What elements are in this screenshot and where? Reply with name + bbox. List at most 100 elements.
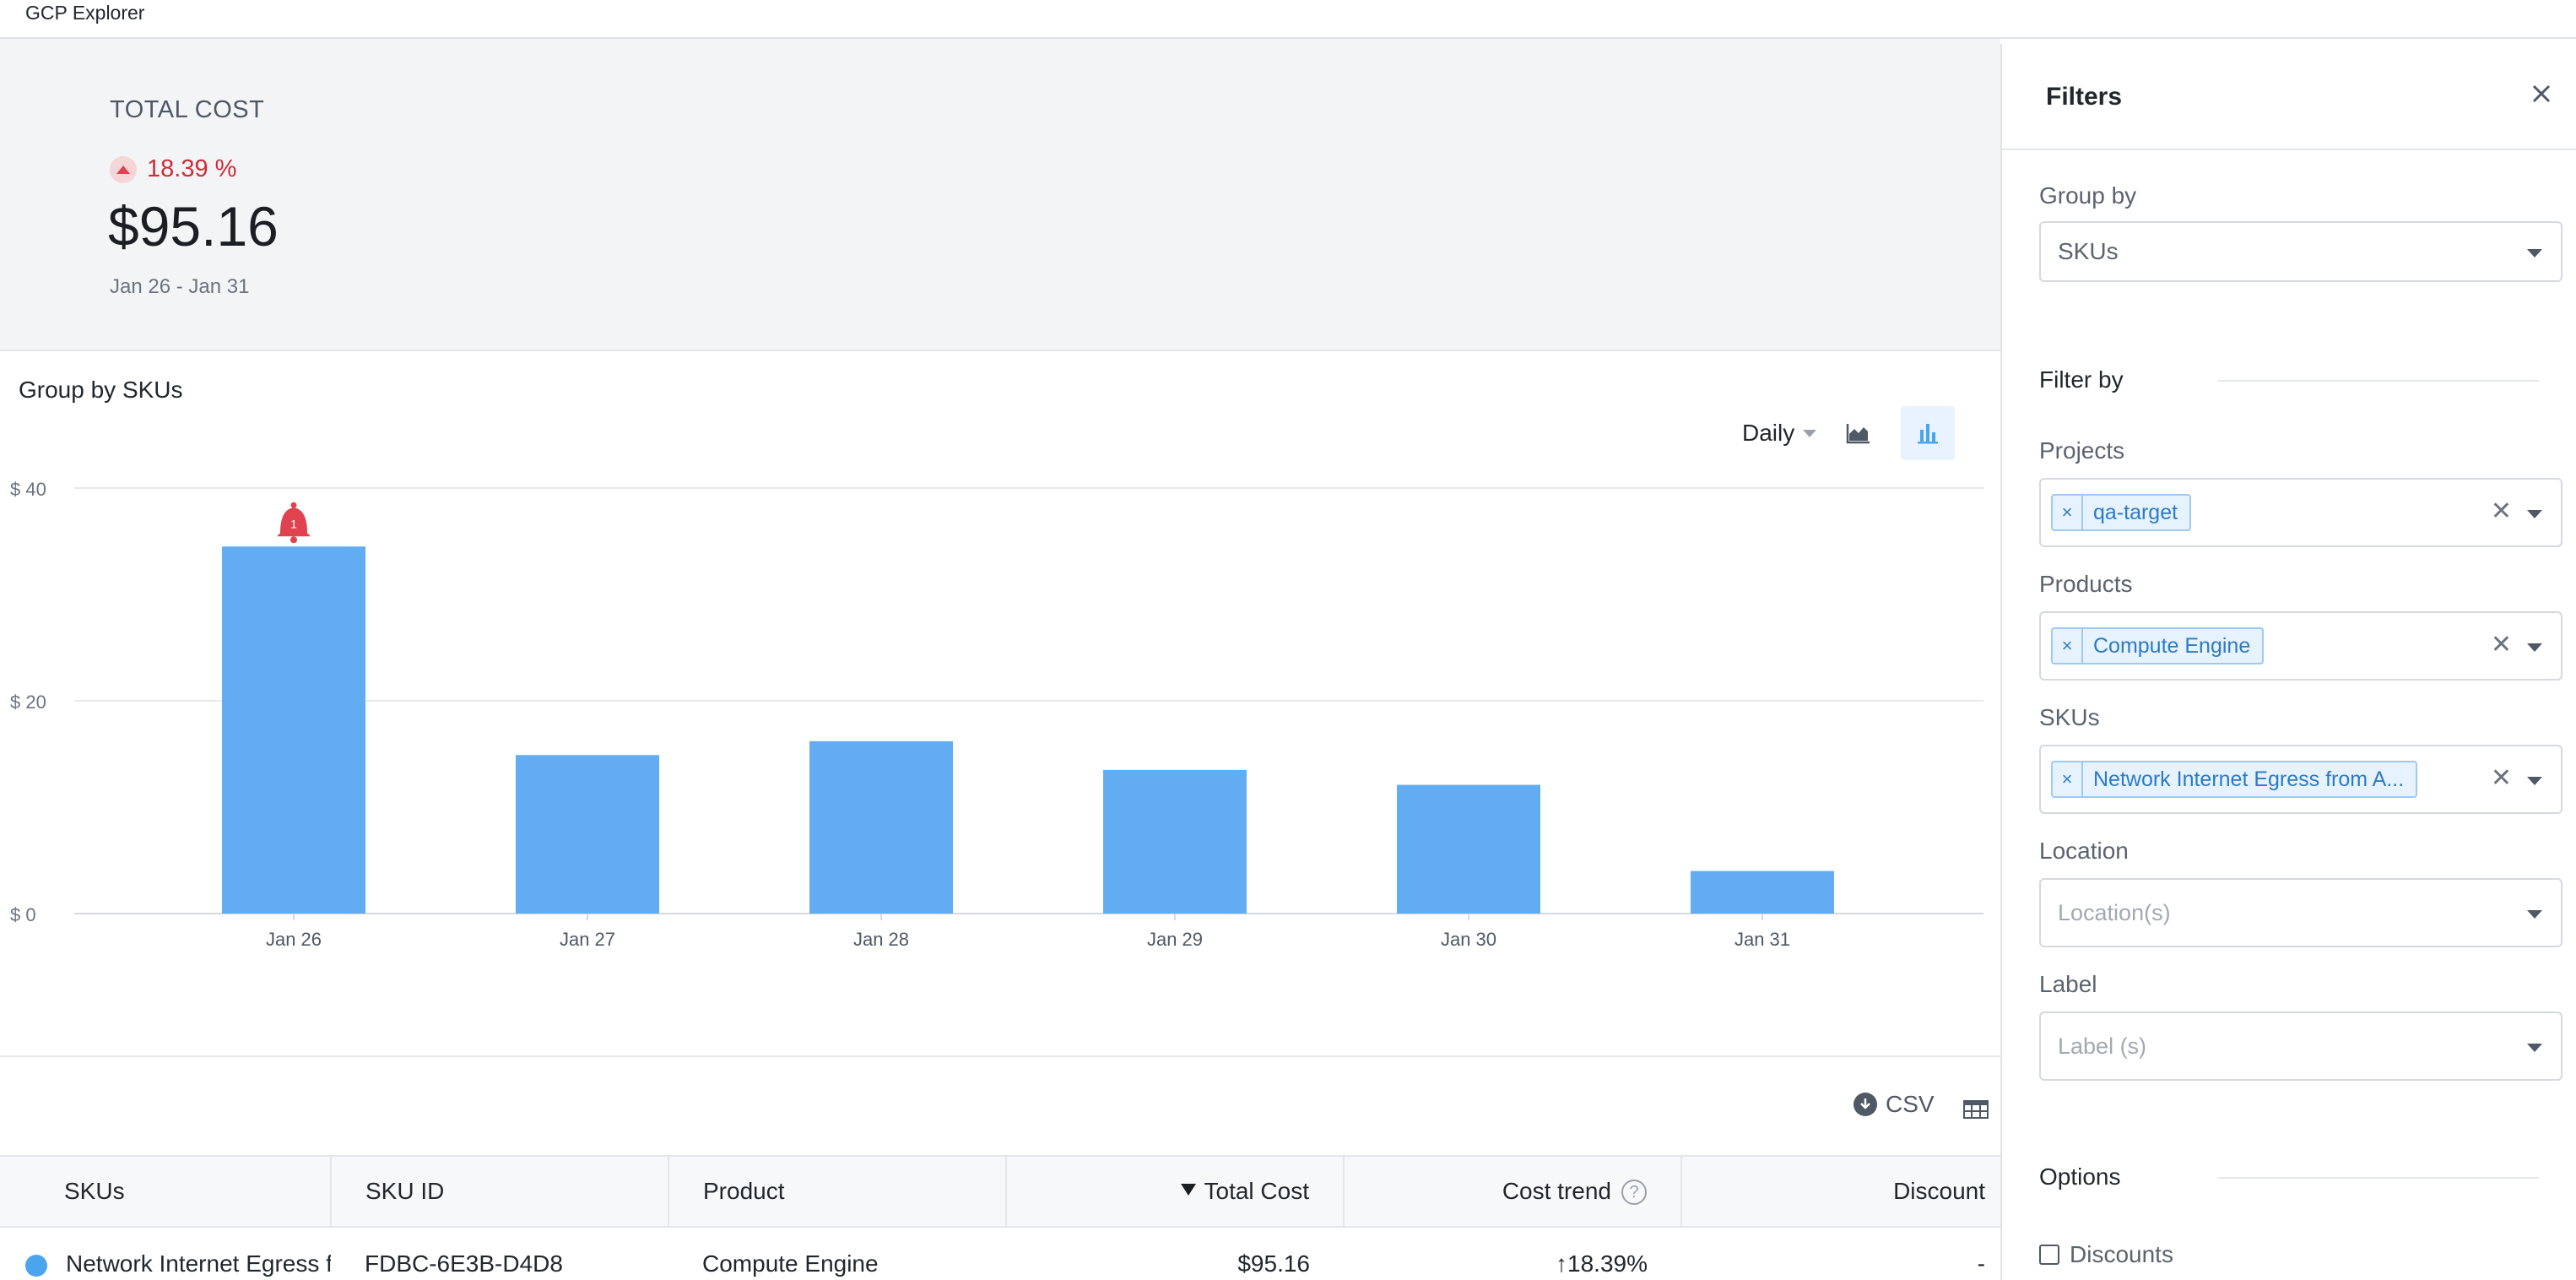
date-range: Jan 26 - Jan 31 xyxy=(110,275,250,298)
csv-download-button[interactable]: CSV xyxy=(1854,1091,1935,1118)
column-header-cost-trend-label: Cost trend xyxy=(1502,1177,1611,1204)
divider xyxy=(2218,1177,2539,1179)
column-header-product[interactable]: Product xyxy=(668,1155,1007,1228)
chart-group-title: Group by SKUs xyxy=(19,377,183,403)
projects-chip-label: qa-target xyxy=(2093,500,2178,524)
y-tick-label: $ 20 xyxy=(10,692,46,713)
discounts-checkbox[interactable]: Discounts xyxy=(2039,1241,2173,1268)
area-chart-icon xyxy=(1846,424,1870,444)
column-settings-icon[interactable] xyxy=(1963,1099,1989,1120)
filters-title: Filters xyxy=(2046,83,2123,111)
filters-panel: Filters Group by SKUs Filter by Projects… xyxy=(2000,44,2576,1280)
top-bar: GCP Explorer xyxy=(0,0,2576,39)
skus-label: SKUs xyxy=(2039,704,2100,730)
bar-jan-26[interactable] xyxy=(222,546,365,914)
cell-product: Compute Engine xyxy=(668,1227,1006,1280)
cell-cost-trend: ↑18.39% xyxy=(1344,1227,1681,1280)
location-placeholder: Location(s) xyxy=(2058,900,2171,925)
checkbox-box[interactable] xyxy=(2039,1245,2059,1265)
trend-up-icon xyxy=(110,155,137,183)
y-tick-label: $ 0 xyxy=(10,904,36,925)
group-by-select[interactable]: SKUs xyxy=(2039,221,2562,282)
filters-header: Filters xyxy=(2002,44,2576,150)
projects-select[interactable]: × qa-target ✕ xyxy=(2039,478,2562,547)
column-header-sku-id-label: SKU ID xyxy=(365,1178,445,1204)
options-heading: Options xyxy=(2039,1163,2121,1190)
column-header-skus[interactable]: SKUs xyxy=(0,1155,332,1228)
cell-total-cost: $95.16 xyxy=(1006,1227,1344,1280)
cell-discount: - xyxy=(1681,1227,2000,1280)
bar-chart-icon xyxy=(1918,424,1939,444)
granularity-label: Daily xyxy=(1742,420,1795,446)
group-by-label: Group by xyxy=(2039,182,2137,209)
x-tick-label: Jan 29 xyxy=(1147,929,1203,950)
chevron-down-icon xyxy=(2527,777,2542,785)
filter-by-heading: Filter by xyxy=(2039,366,2124,393)
chevron-down-icon xyxy=(2527,510,2542,518)
column-header-total-cost[interactable]: Total Cost xyxy=(1006,1155,1345,1228)
chart-controls: Daily xyxy=(1742,404,1956,463)
help-icon[interactable]: ? xyxy=(1621,1180,1647,1206)
series-color-dot xyxy=(25,1254,47,1277)
projects-label: Projects xyxy=(2039,437,2125,464)
clear-icon[interactable]: ✕ xyxy=(2490,497,2512,525)
bar-jan-30[interactable] xyxy=(1397,784,1540,914)
bar-jan-31[interactable] xyxy=(1691,871,1834,914)
clear-icon[interactable]: ✕ xyxy=(2490,631,2512,659)
chevron-down-icon xyxy=(2527,643,2542,652)
x-tick-label: Jan 28 xyxy=(853,929,909,950)
products-label: Products xyxy=(2039,571,2133,597)
granularity-dropdown[interactable]: Daily xyxy=(1742,420,1817,447)
table-row[interactable]: Network Internet Egress from Americas to… xyxy=(0,1227,2000,1280)
x-tick-label: Jan 26 xyxy=(266,929,322,950)
table-toolbar: CSV xyxy=(0,1057,2000,1157)
bar-jan-28[interactable] xyxy=(809,740,953,914)
column-header-discount[interactable]: Discount xyxy=(1681,1155,2000,1228)
group-by-value: SKUs xyxy=(2058,238,2119,264)
cost-bar-chart: $ 0 $ 20 $ 40 Jan 26 1 Jan 27 Jan 28 Jan 29 Jan … xyxy=(10,479,1983,950)
discounts-label: Discounts xyxy=(2070,1241,2173,1267)
cost-trend-indicator: 18.39 % xyxy=(110,155,236,183)
bar-jan-27[interactable] xyxy=(516,755,659,914)
skus-chip-label: Network Internet Egress from A... xyxy=(2093,767,2405,791)
remove-chip-icon[interactable]: × xyxy=(2053,496,2083,529)
chevron-down-icon xyxy=(2527,1044,2542,1052)
download-icon xyxy=(1854,1093,1877,1116)
cell-sku: Network Internet Egress from Americas to… xyxy=(0,1227,331,1280)
trend-percentage: 18.39 % xyxy=(147,155,237,182)
close-icon[interactable] xyxy=(2530,83,2552,105)
location-label: Location xyxy=(2039,838,2129,864)
skus-chip: × Network Internet Egress from A... xyxy=(2051,761,2418,798)
column-header-cost-trend[interactable]: Cost trend? xyxy=(1344,1155,1682,1228)
cell-sku-id: FDBC-6E3B-D4D8 xyxy=(331,1227,668,1280)
column-header-product-label: Product xyxy=(703,1178,785,1204)
anomaly-bell-icon[interactable]: 1 xyxy=(277,502,311,544)
total-cost-summary: TOTAL COST 18.39 % $95.16 Jan 26 - Jan 3… xyxy=(0,39,2000,351)
remove-chip-icon[interactable]: × xyxy=(2053,762,2083,796)
x-tick-label: Jan 31 xyxy=(1734,929,1790,950)
cell-sku-text: Network Internet Egress from Americas to… xyxy=(66,1250,331,1277)
chevron-down-icon xyxy=(2527,910,2542,919)
x-tick-label: Jan 27 xyxy=(560,929,615,950)
products-chip-label: Compute Engine xyxy=(2093,633,2251,658)
products-select[interactable]: × Compute Engine ✕ xyxy=(2039,611,2562,681)
anomaly-count: 1 xyxy=(290,517,297,530)
area-chart-button[interactable] xyxy=(1832,406,1886,460)
bar-jan-29[interactable] xyxy=(1103,769,1247,914)
y-tick-label: $ 40 xyxy=(10,479,46,500)
label-placeholder: Label (s) xyxy=(2058,1033,2147,1059)
location-select[interactable]: Location(s) xyxy=(2039,878,2562,947)
skus-select[interactable]: × Network Internet Egress from A... ✕ xyxy=(2039,745,2562,814)
csv-label: CSV xyxy=(1886,1091,1935,1117)
bar-chart-button[interactable] xyxy=(1901,406,1956,460)
clear-icon[interactable]: ✕ xyxy=(2490,764,2512,792)
app-title: GCP Explorer xyxy=(25,2,145,24)
label-label: Label xyxy=(2039,971,2097,997)
chevron-down-icon xyxy=(2527,249,2542,258)
column-header-sku-id[interactable]: SKU ID xyxy=(331,1155,669,1228)
remove-chip-icon[interactable]: × xyxy=(2053,629,2083,663)
projects-chip: × qa-target xyxy=(2051,494,2192,531)
column-header-skus-label: SKUs xyxy=(64,1178,125,1204)
label-select[interactable]: Label (s) xyxy=(2039,1012,2562,1081)
sort-desc-icon xyxy=(1180,1183,1196,1196)
